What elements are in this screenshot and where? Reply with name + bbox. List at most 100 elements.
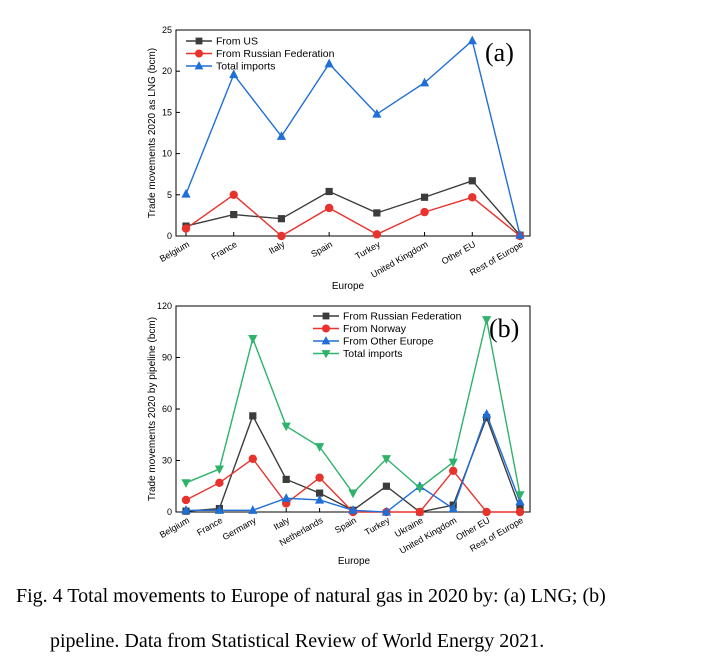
y-tick-label: 0 (167, 231, 172, 241)
x-axis-title: Europe (338, 556, 371, 567)
series-line-from-norway (185, 457, 520, 513)
x-tick-label: Italy (267, 239, 287, 256)
legend-entry-from-us: From US (216, 36, 258, 48)
data-point-total-imports (248, 335, 258, 344)
data-point-total-imports (381, 455, 391, 464)
x-tick-label: Germany (221, 515, 258, 542)
y-tick-label: 0 (167, 507, 172, 517)
data-point-total-imports (276, 131, 287, 140)
x-tick-label: Italy (272, 515, 292, 532)
data-point-from-other-europe (315, 494, 325, 504)
x-tick-label: Spain (309, 239, 334, 259)
series-line-from-russian-federation (185, 193, 521, 237)
data-point-from-russian-federation (382, 482, 390, 490)
x-tick-label: Spain (333, 515, 358, 535)
series-line-from-us (185, 179, 521, 236)
data-point-from-us (230, 210, 238, 219)
data-point-total-imports (372, 108, 382, 118)
panel-label: (a) (485, 38, 514, 67)
x-tick-label: United Kingdom (398, 515, 458, 556)
series-line-total-imports (185, 39, 521, 236)
data-point-from-norway (482, 507, 491, 517)
data-point-total-imports (419, 77, 430, 87)
data-point-from-us (420, 193, 429, 201)
y-tick-label: 90 (162, 353, 172, 363)
data-point-from-other-europe (381, 506, 391, 516)
legend-entry-from-russian-federation: From Russian Federation (343, 311, 462, 323)
data-point-from-us (468, 177, 476, 185)
legend-entry-from-other-europe: From Other Europe (343, 336, 434, 348)
data-point-total-imports (448, 458, 458, 468)
legend-marker (194, 61, 204, 70)
data-point-from-other-europe (181, 505, 191, 514)
legend-entry-from-russian-federation: From Russian Federation (216, 48, 335, 60)
data-point-total-imports (415, 484, 425, 494)
x-axis-title: Europe (332, 281, 365, 292)
data-point-total-imports (181, 188, 191, 198)
data-point-from-norway (215, 478, 224, 488)
legend-marker (195, 37, 203, 45)
data-point-from-russian-federation (468, 193, 477, 202)
x-tick-label: Turkey (353, 239, 382, 261)
x-tick-label: Belgium (158, 239, 191, 264)
y-tick-label: 30 (162, 456, 172, 466)
x-tick-label: Other EU (440, 239, 477, 266)
x-tick-label: Rest of Europe (468, 239, 525, 278)
data-point-total-imports (515, 230, 525, 239)
y-tick-label: 20 (162, 66, 172, 76)
data-point-total-imports (348, 489, 358, 499)
legend-entry-total-imports: Total imports (216, 61, 276, 73)
y-tick-label: 10 (162, 149, 172, 159)
data-point-total-imports (229, 69, 239, 79)
legend-marker (321, 336, 331, 345)
legend-entry-from-norway: From Norway (343, 323, 407, 335)
data-point-from-us (325, 187, 333, 196)
data-point-from-other-europe (448, 503, 458, 513)
data-point-total-imports (281, 422, 291, 432)
x-tick-label: France (209, 239, 238, 262)
data-point-from-russian-federation (420, 207, 429, 217)
data-point-from-norway (415, 507, 424, 517)
data-point-from-other-europe (214, 505, 224, 514)
data-point-from-other-europe (348, 505, 358, 514)
data-point-total-imports (181, 479, 191, 488)
y-tick-label: 15 (162, 107, 172, 117)
y-tick-label: 120 (157, 301, 172, 311)
data-point-from-norway (248, 454, 257, 463)
data-point-total-imports (315, 443, 325, 452)
data-point-total-imports (324, 58, 334, 68)
legend-marker (322, 324, 330, 333)
x-tick-label: France (195, 515, 224, 538)
figure-caption-line-2: pipeline. Data from Statistical Review o… (50, 630, 545, 652)
data-point-total-imports (467, 35, 477, 45)
data-point-total-imports (214, 465, 224, 475)
y-tick-label: 25 (162, 25, 172, 35)
figure-caption-line-1: Fig. 4 Total movements to Europe of natu… (16, 585, 606, 607)
data-point-from-norway (315, 473, 324, 482)
legend-entry-total-imports: Total imports (343, 348, 403, 360)
x-tick-label: Turkey (363, 515, 392, 537)
data-point-from-russian-federation (372, 230, 382, 239)
legend-marker (195, 49, 203, 58)
y-tick-label: 60 (162, 404, 172, 414)
data-point-from-russian-federation (181, 224, 191, 233)
data-point-from-russian-federation (324, 203, 334, 213)
data-point-from-russian-federation (277, 231, 286, 241)
data-point-from-russian-federation (229, 190, 238, 199)
y-axis-title: Trade movements 2020 as LNG (bcm) (147, 48, 158, 218)
data-point-from-us (373, 209, 381, 217)
data-point-from-other-europe (248, 505, 258, 514)
data-point-from-us (277, 215, 286, 223)
data-point-total-imports (515, 491, 525, 500)
data-point-from-norway (181, 495, 191, 505)
panel-label: (b) (489, 314, 519, 343)
data-point-from-other-europe (281, 493, 291, 502)
data-point-from-norway (515, 507, 525, 517)
data-point-total-imports (482, 316, 492, 325)
data-point-from-russian-federation (249, 412, 257, 420)
data-point-from-norway (449, 466, 458, 475)
plot-frame (175, 29, 531, 237)
